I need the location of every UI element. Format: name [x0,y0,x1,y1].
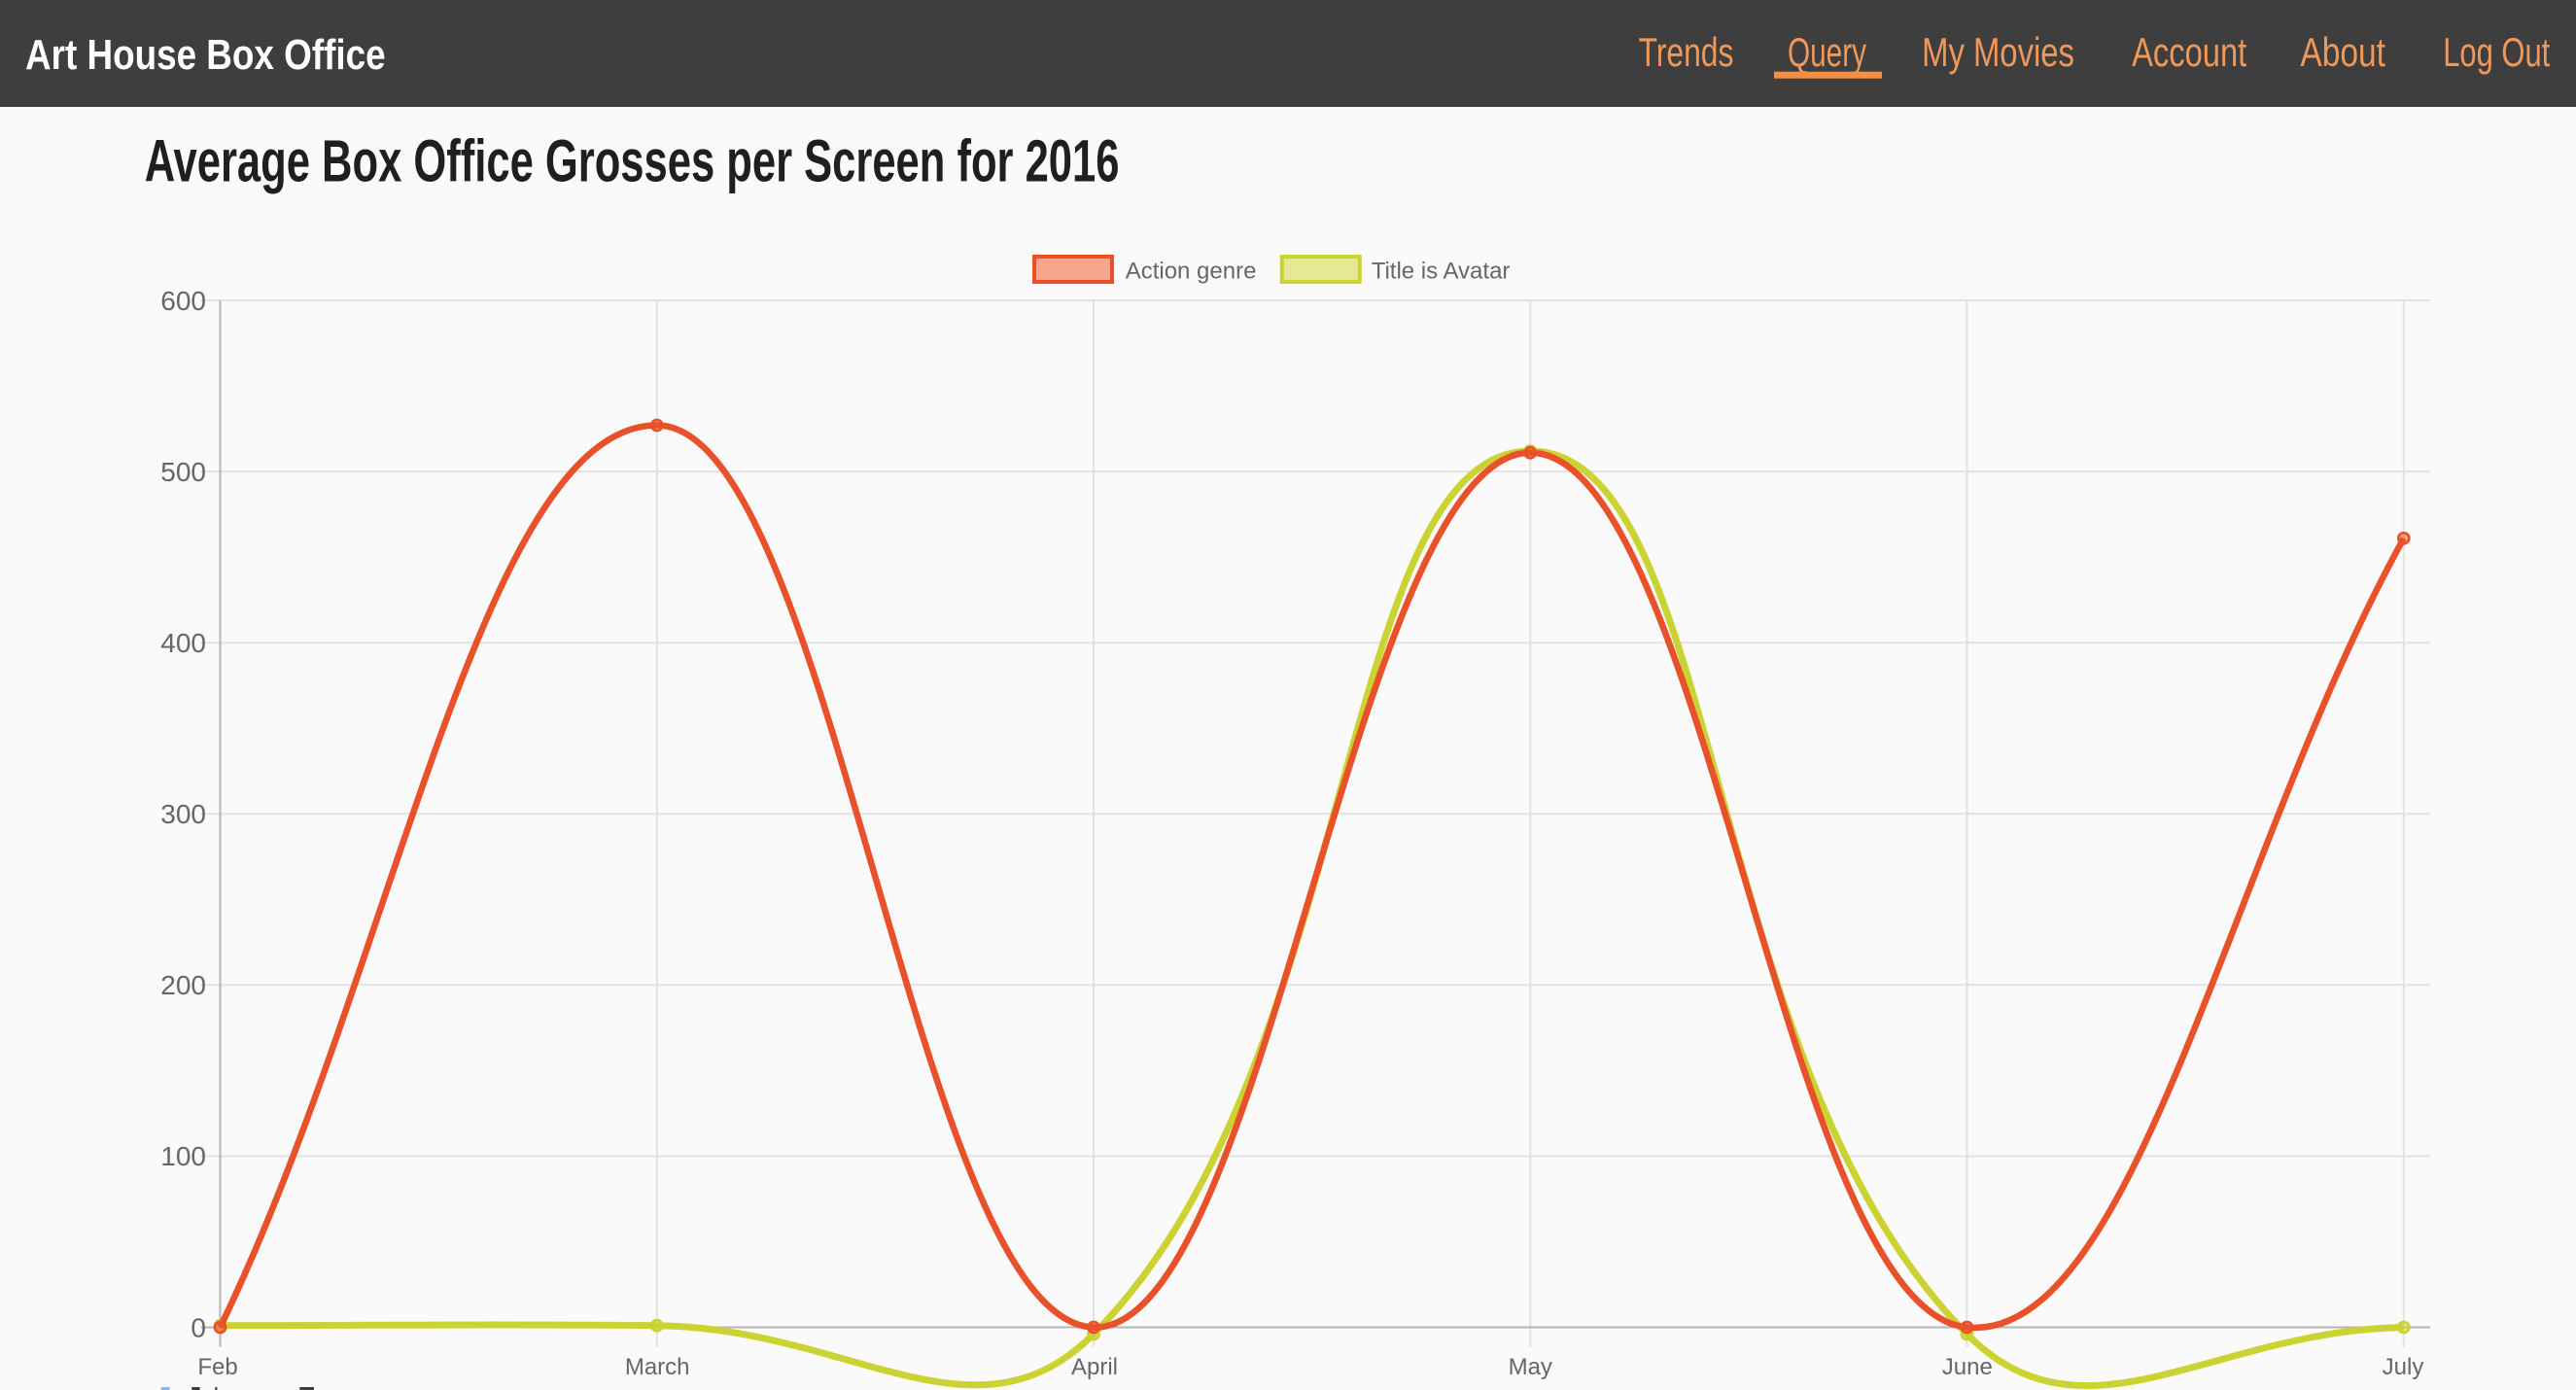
svg-text:About: About [2300,30,2385,75]
svg-text:May: May [1509,1354,1552,1380]
svg-text:100: 100 [160,1141,206,1171]
svg-text:Action genre: Action genre [1126,259,1257,285]
svg-text:July: July [2383,1354,2424,1380]
svg-text:Trends: Trends [1639,30,1734,75]
svg-text:300: 300 [160,799,206,829]
svg-text:500: 500 [160,457,206,487]
svg-text:March: March [625,1354,690,1380]
svg-text:June: June [1942,1354,1993,1380]
svg-text:Art House Box Office: Art House Box Office [25,30,386,79]
svg-text:Account: Account [2132,30,2247,76]
svg-text:200: 200 [160,970,206,1000]
svg-text:Log Out: Log Out [2443,30,2550,75]
svg-text:400: 400 [160,628,206,658]
svg-text:Query: Query [1788,29,1866,75]
svg-text:Title is Avatar: Title is Avatar [1372,259,1511,285]
svg-text:Average Box Office Grosses per: Average Box Office Grosses per Screen fo… [145,128,1120,194]
svg-text:600: 600 [160,286,206,316]
svg-text:April: April [1071,1354,1118,1380]
svg-text:My Movies: My Movies [1922,30,2074,75]
svg-text:Feb: Feb [197,1354,237,1380]
svg-text:0: 0 [191,1312,206,1342]
